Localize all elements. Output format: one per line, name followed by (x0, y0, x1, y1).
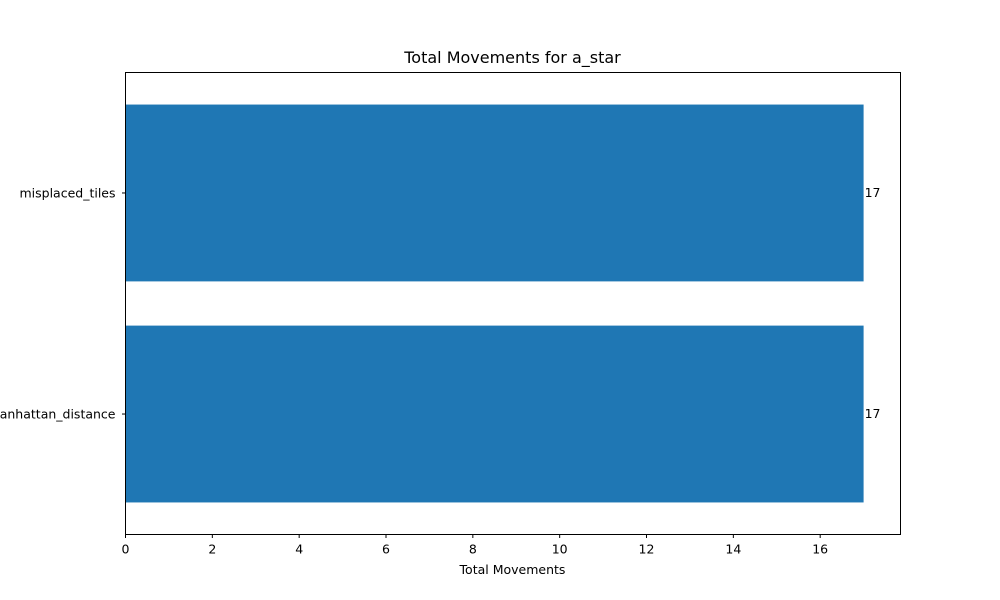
x-axis-label: Total Movements (459, 562, 566, 577)
x-tick-label: 12 (639, 542, 655, 557)
data-label-misplaced_tiles: 17 (865, 185, 881, 200)
data-label-manhattan_distance: 17 (865, 406, 881, 421)
y-axis-ticks: manhattan_distance misplaced_tiles (0, 185, 126, 422)
y-tick-label-misplaced_tiles: misplaced_tiles (19, 185, 115, 200)
x-tick-label: 16 (812, 542, 828, 557)
x-tick-label: 6 (382, 542, 390, 557)
x-tick-label: 8 (469, 542, 477, 557)
x-tick-label: 2 (208, 542, 216, 557)
plot-area-frame (125, 72, 901, 535)
bar-manhattan_distance (125, 325, 864, 503)
x-tick-label: 10 (552, 542, 568, 557)
chart-title: Total Movements for a_star (403, 48, 621, 68)
bar-misplaced_tiles (125, 104, 864, 282)
x-tick-label: 14 (725, 542, 741, 557)
y-tick-label-manhattan_distance: manhattan_distance (0, 407, 116, 422)
x-tick-label: 4 (295, 542, 303, 557)
x-axis-ticks: 0 2 4 6 8 10 12 14 16 (122, 534, 828, 557)
x-tick-label: 0 (122, 542, 130, 557)
bars-group (125, 104, 864, 503)
